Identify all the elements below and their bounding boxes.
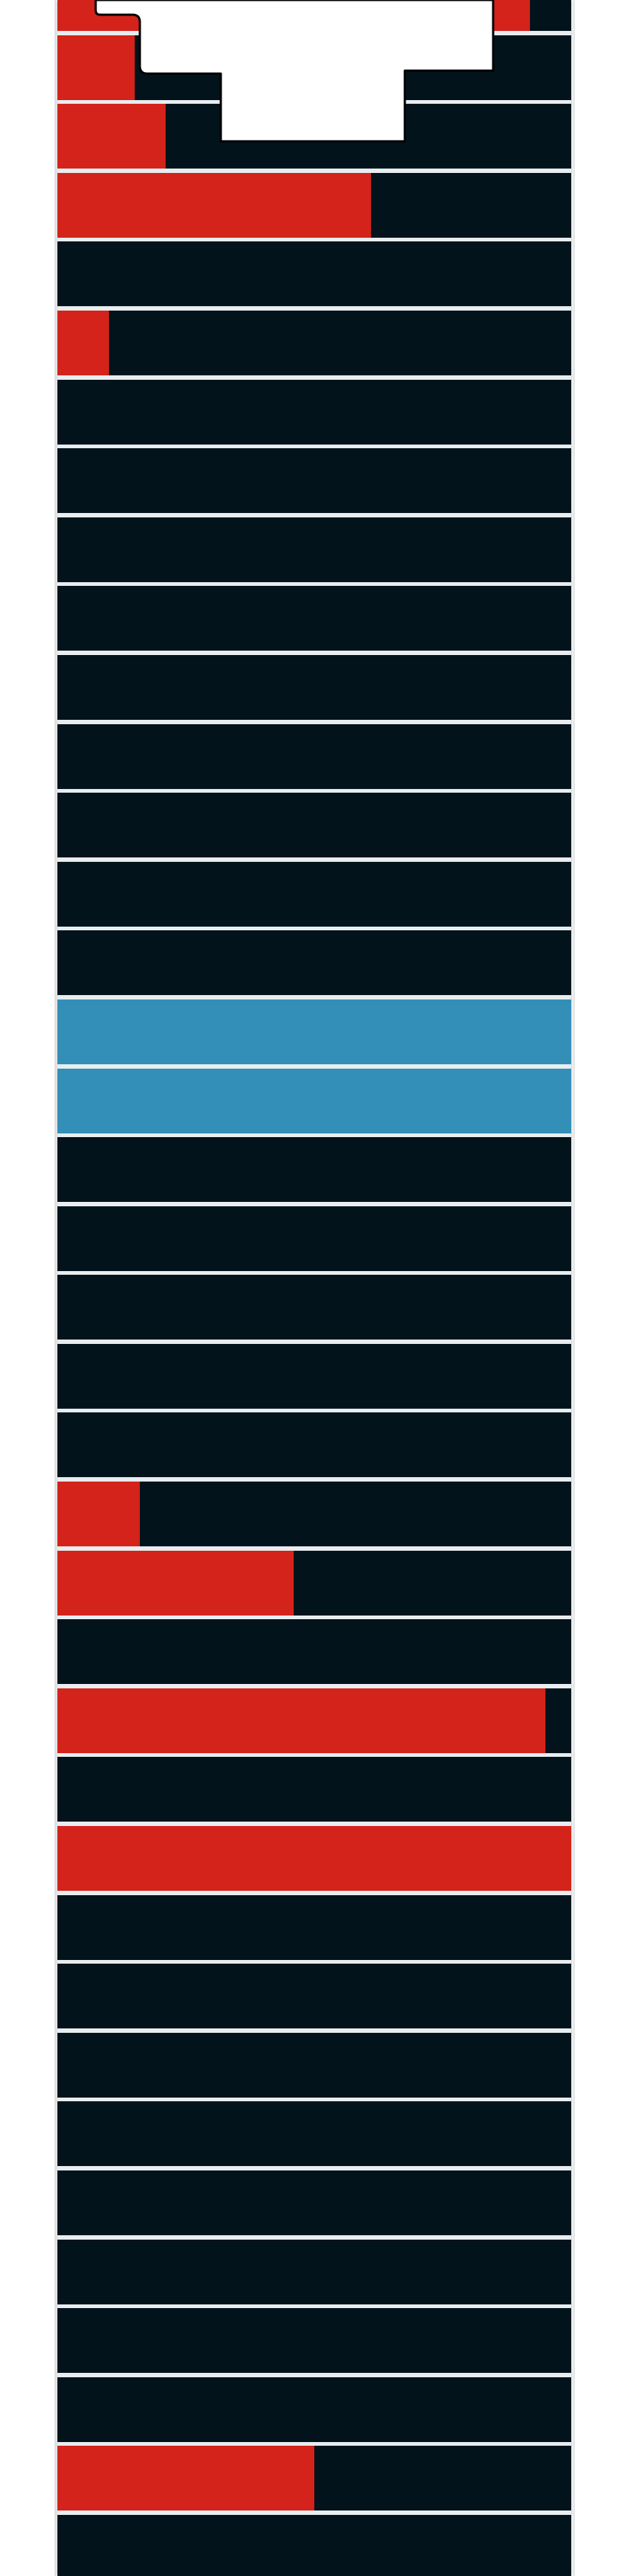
bar-fill — [57, 1482, 140, 1547]
bar-row[interactable] — [57, 1757, 571, 1822]
bar-row[interactable] — [57, 517, 571, 582]
bar-row[interactable] — [57, 0, 571, 31]
bar-fill — [57, 104, 166, 169]
bar-fill — [57, 172, 371, 238]
bar-row[interactable] — [57, 2239, 571, 2304]
bar-row[interactable] — [57, 1688, 571, 1753]
bar-row[interactable] — [57, 1412, 571, 1478]
bar-row[interactable] — [57, 104, 571, 169]
bar-row[interactable] — [57, 861, 571, 927]
bar-row[interactable] — [57, 1619, 571, 1685]
bar-fill — [57, 1688, 546, 1753]
bar-fill — [57, 35, 135, 100]
bar-row[interactable] — [57, 1826, 571, 1892]
bar-row[interactable] — [57, 1137, 571, 1203]
bar-row[interactable] — [57, 586, 571, 651]
bar-row[interactable] — [57, 2101, 571, 2167]
bar-fill — [57, 2446, 314, 2511]
bar-fill — [57, 1826, 571, 1892]
bar-row[interactable] — [57, 1275, 571, 1340]
bar-row[interactable] — [57, 723, 571, 789]
bar-row[interactable] — [57, 2377, 571, 2442]
bar-row[interactable] — [57, 379, 571, 445]
right-edge-line — [573, 0, 575, 2576]
bar-fill — [57, 310, 109, 375]
bar-row[interactable] — [57, 241, 571, 307]
bar-row[interactable] — [57, 448, 571, 514]
bar-row[interactable] — [57, 35, 571, 100]
bar-row[interactable] — [57, 310, 571, 375]
bar-row[interactable] — [57, 2514, 571, 2576]
bar-row[interactable] — [57, 2446, 571, 2511]
bar-row[interactable] — [57, 930, 571, 996]
bar-row[interactable] — [57, 654, 571, 720]
bar-row[interactable] — [57, 793, 571, 858]
bar-row[interactable] — [57, 1894, 571, 1960]
bar-fill — [57, 0, 531, 31]
bar-row-highlighted[interactable] — [57, 1068, 571, 1133]
bar-row[interactable] — [57, 2308, 571, 2374]
bar-row[interactable] — [57, 1206, 571, 1271]
bar-row[interactable] — [57, 1964, 571, 2029]
bar-fill — [57, 1550, 294, 1616]
bar-row[interactable] — [57, 1482, 571, 1547]
bar-list-panel[interactable] — [57, 0, 571, 2576]
bar-row[interactable] — [57, 2170, 571, 2235]
bar-row-highlighted[interactable] — [57, 999, 571, 1064]
bar-row[interactable] — [57, 1550, 571, 1616]
left-edge-line — [54, 0, 56, 2576]
bar-rows — [57, 0, 571, 2576]
bar-row[interactable] — [57, 2032, 571, 2098]
bar-row[interactable] — [57, 172, 571, 238]
bar-row[interactable] — [57, 1343, 571, 1409]
